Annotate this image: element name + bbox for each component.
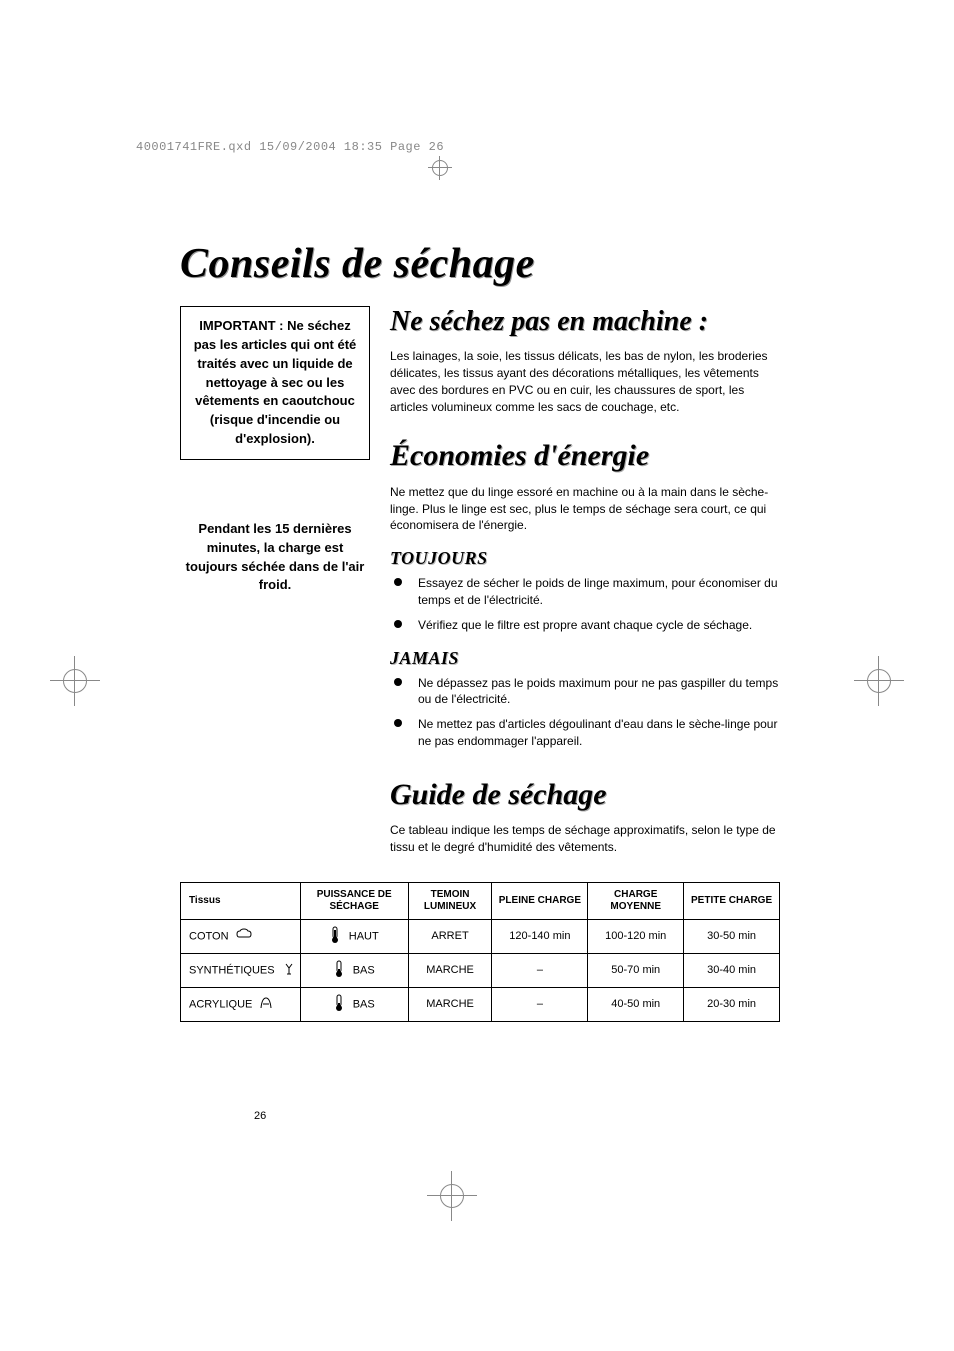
list-item: Ne dépassez pas le poids maximum pour ne… bbox=[390, 675, 780, 709]
list-item: Essayez de sécher le poids de linge maxi… bbox=[390, 575, 780, 609]
section-intro-guide: Ce tableau indique les temps de séchage … bbox=[390, 822, 780, 856]
table-row: SYNTHÉTIQUES BAS MARCHE – 50-70 min bbox=[181, 953, 780, 987]
light-cell: ARRET bbox=[408, 919, 492, 953]
col-header: PLEINE CHARGE bbox=[492, 882, 588, 919]
section-heading-no-machine: Ne séchez pas en machine : bbox=[390, 306, 780, 338]
table-row: ACRYLIQUE BAS MARCHE – 40-50 min bbox=[181, 987, 780, 1021]
cropmark-bottom-icon bbox=[427, 1171, 477, 1221]
cropmark-right-icon bbox=[854, 656, 904, 706]
light-cell: MARCHE bbox=[408, 987, 492, 1021]
never-list: Ne dépassez pas le poids maximum pour ne… bbox=[390, 675, 780, 750]
section-heading-guide: Guide de séchage bbox=[390, 778, 780, 813]
power-label: HAUT bbox=[349, 930, 379, 942]
power-cell: BAS bbox=[300, 953, 408, 987]
full-load-cell: – bbox=[492, 953, 588, 987]
cropmark-top-icon bbox=[428, 156, 452, 180]
thermometer-half-icon bbox=[334, 960, 344, 981]
thermometer-full-icon bbox=[330, 926, 340, 947]
fabric-cell: COTON bbox=[181, 919, 301, 953]
power-cell: BAS bbox=[300, 987, 408, 1021]
cooldown-note: Pendant les 15 dernières minutes, la cha… bbox=[180, 520, 370, 595]
table-row: COTON HAUT ARRET 120-140 min 100-120 min bbox=[181, 919, 780, 953]
fabric-label: ACRYLIQUE bbox=[189, 998, 252, 1010]
medium-load-cell: 100-120 min bbox=[588, 919, 684, 953]
power-label: BAS bbox=[353, 964, 375, 976]
section-body-energy: Ne mettez que du linge essoré en machine… bbox=[390, 484, 780, 534]
fabric-label: SYNTHÉTIQUES bbox=[189, 964, 275, 976]
table-header-row: Tissus PUISSANCE DE SÉCHAGE TEMOIN LUMIN… bbox=[181, 882, 780, 919]
small-load-cell: 30-40 min bbox=[684, 953, 780, 987]
section-body-no-machine: Les lainages, la soie, les tissus délica… bbox=[390, 348, 780, 415]
always-list: Essayez de sécher le poids de linge maxi… bbox=[390, 575, 780, 633]
subheading-never: JAMAIS bbox=[390, 648, 780, 669]
right-column: Ne séchez pas en machine : Les lainages,… bbox=[390, 306, 780, 870]
fabric-label: COTON bbox=[189, 930, 229, 942]
full-load-cell: 120-140 min bbox=[492, 919, 588, 953]
left-column: IMPORTANT : Ne séchez pas les articles q… bbox=[180, 306, 370, 870]
important-warning-box: IMPORTANT : Ne séchez pas les articles q… bbox=[180, 306, 370, 460]
col-header: CHARGE MOYENNE bbox=[588, 882, 684, 919]
cotton-icon bbox=[236, 928, 252, 945]
synthetic-icon bbox=[282, 962, 296, 979]
small-load-cell: 30-50 min bbox=[684, 919, 780, 953]
light-cell: MARCHE bbox=[408, 953, 492, 987]
col-header: Tissus bbox=[181, 882, 301, 919]
page-content: Conseils de séchage IMPORTANT : Ne séche… bbox=[180, 240, 780, 1022]
print-slug: 40001741FRE.qxd 15/09/2004 18:35 Page 26 bbox=[136, 140, 444, 154]
acrylic-icon bbox=[259, 996, 273, 1013]
power-label: BAS bbox=[353, 998, 375, 1010]
section-heading-energy: Économies d'énergie bbox=[390, 439, 780, 474]
page-title: Conseils de séchage bbox=[180, 240, 780, 288]
col-header: TEMOIN LUMINEUX bbox=[408, 882, 492, 919]
full-load-cell: – bbox=[492, 987, 588, 1021]
thermometer-half-icon bbox=[334, 994, 344, 1015]
list-item: Ne mettez pas d'articles dégoulinant d'e… bbox=[390, 716, 780, 750]
fabric-cell: SYNTHÉTIQUES bbox=[181, 953, 301, 987]
subheading-always: TOUJOURS bbox=[390, 548, 780, 569]
col-header: PETITE CHARGE bbox=[684, 882, 780, 919]
cropmark-left-icon bbox=[50, 656, 100, 706]
list-item: Vérifiez que le filtre est propre avant … bbox=[390, 617, 780, 634]
drying-guide-table: Tissus PUISSANCE DE SÉCHAGE TEMOIN LUMIN… bbox=[180, 882, 780, 1022]
medium-load-cell: 40-50 min bbox=[588, 987, 684, 1021]
page-number: 26 bbox=[254, 1110, 266, 1122]
drying-table-section: Tissus PUISSANCE DE SÉCHAGE TEMOIN LUMIN… bbox=[180, 882, 780, 1022]
medium-load-cell: 50-70 min bbox=[588, 953, 684, 987]
small-load-cell: 20-30 min bbox=[684, 987, 780, 1021]
col-header: PUISSANCE DE SÉCHAGE bbox=[300, 882, 408, 919]
power-cell: HAUT bbox=[300, 919, 408, 953]
fabric-cell: ACRYLIQUE bbox=[181, 987, 301, 1021]
